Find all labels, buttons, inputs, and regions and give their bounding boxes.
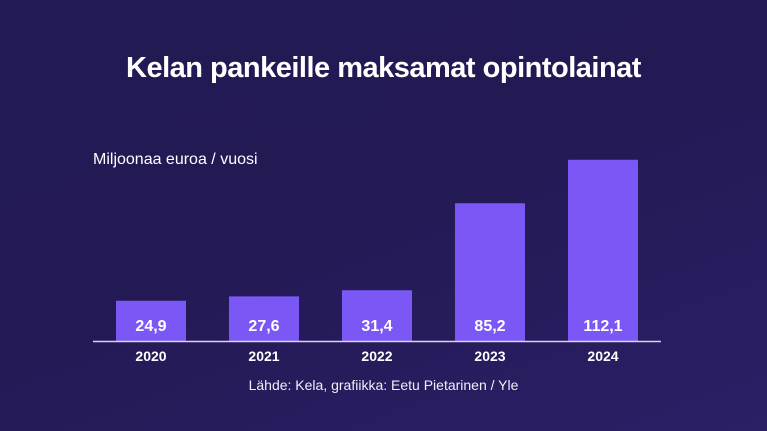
- data-label: 31,4: [361, 318, 392, 335]
- bar-2020: [116, 300, 186, 341]
- data-label: 27,6: [248, 318, 279, 335]
- x-tick-label: 2021: [248, 348, 279, 364]
- bar-2022: [342, 290, 412, 341]
- source-note: Lähde: Kela, grafiikka: Eetu Pietarinen …: [248, 377, 519, 393]
- y-axis-label: Miljoonaa euroa / vuosi: [93, 151, 258, 168]
- x-tick-label: 2020: [135, 348, 166, 364]
- bar-2023: [455, 203, 525, 341]
- bar-2021: [229, 296, 299, 341]
- x-tick-label: 2022: [361, 348, 392, 364]
- data-label: 112,1: [583, 318, 622, 335]
- x-tick-label: 2024: [587, 348, 618, 364]
- data-label: 85,2: [474, 318, 505, 335]
- bar-2024: [568, 159, 638, 341]
- data-label: 24,9: [135, 318, 166, 335]
- x-tick-label: 2023: [474, 348, 505, 364]
- chart-title: Kelan pankeille maksamat opintolainat: [126, 52, 641, 84]
